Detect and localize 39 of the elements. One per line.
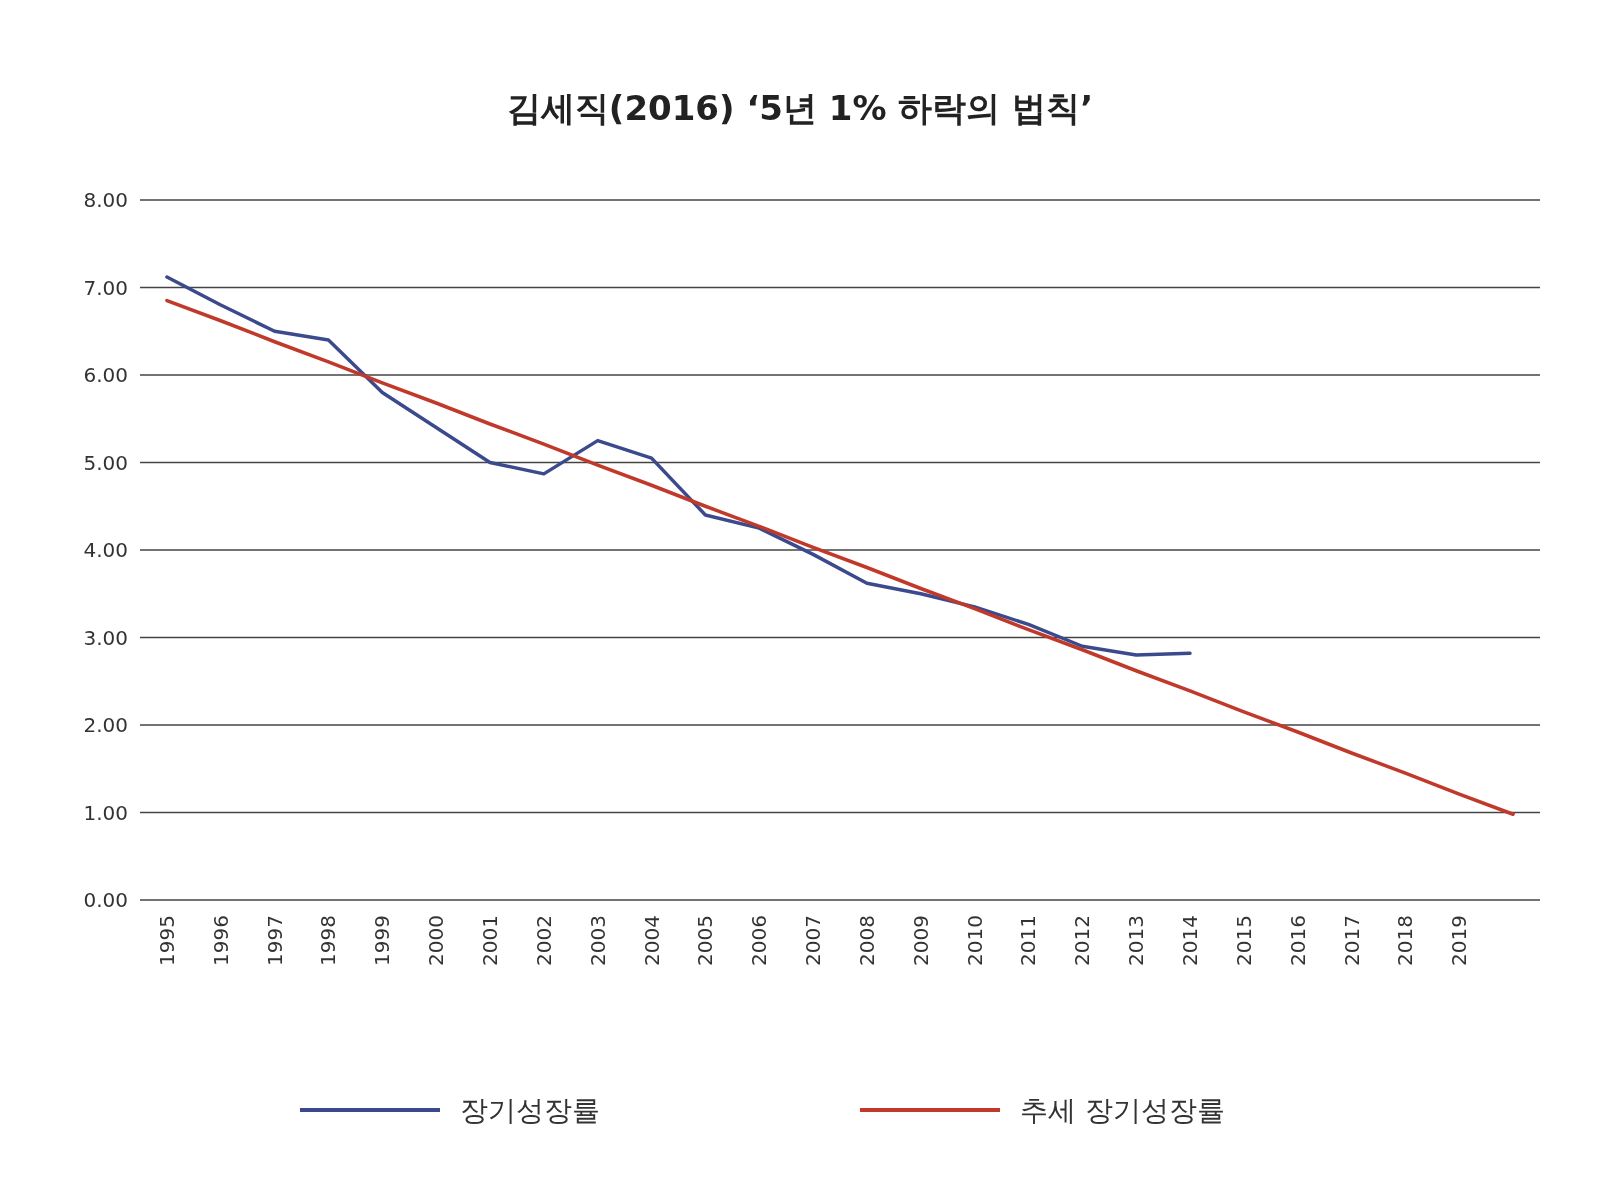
x-tick-label: 2017 (1339, 915, 1364, 966)
x-tick-label: 2007 (801, 915, 826, 966)
x-tick-label: 2012 (1070, 915, 1095, 966)
chart-title: 김세직(2016) ‘5년 1% 하락의 법칙’ (506, 88, 1094, 128)
x-tick-label: 2003 (585, 915, 610, 966)
y-tick-label: 0.00 (83, 888, 128, 912)
y-tick-label: 4.00 (83, 538, 128, 562)
y-tick-label: 8.00 (83, 188, 128, 212)
y-tick-label: 3.00 (83, 625, 128, 650)
legend-label: 추세 장기성장률 (1020, 1094, 1225, 1127)
x-tick-label: 2009 (908, 915, 933, 966)
x-tick-label: 2016 (1285, 915, 1310, 966)
x-tick-label: 2015 (1231, 915, 1256, 966)
x-tick-label: 2010 (962, 915, 987, 966)
legend-label: 장기성장률 (460, 1094, 600, 1127)
x-tick-label: 2018 (1393, 915, 1418, 966)
x-tick-label: 2011 (1016, 915, 1041, 966)
x-tick-label: 2006 (747, 915, 772, 966)
x-tick-label: 1995 (154, 915, 179, 966)
x-tick-label: 1999 (370, 915, 395, 966)
x-tick-label: 2000 (424, 915, 449, 966)
x-tick-label: 2002 (531, 915, 556, 966)
x-tick-label: 2013 (1124, 915, 1149, 966)
x-tick-label: 2001 (478, 915, 502, 966)
y-tick-label: 7.00 (83, 275, 128, 300)
y-tick-label: 2.00 (83, 713, 128, 737)
y-tick-label: 5.00 (83, 450, 128, 475)
line-series (165, 275, 1192, 657)
x-tick-label: 2014 (1178, 915, 1202, 966)
y-tick-label: 1.00 (83, 800, 128, 825)
x-tick-label: 2005 (693, 915, 718, 966)
x-tick-label: 1998 (316, 915, 341, 966)
x-tick-label: 1997 (262, 915, 287, 966)
y-tick-label: 6.00 (83, 363, 128, 387)
x-tick-label: 2008 (854, 915, 879, 966)
x-tick-label: 2004 (639, 915, 664, 966)
x-tick-label: 2019 (1447, 915, 1472, 966)
x-tick-label: 1996 (208, 915, 233, 966)
line-series (165, 298, 1515, 816)
